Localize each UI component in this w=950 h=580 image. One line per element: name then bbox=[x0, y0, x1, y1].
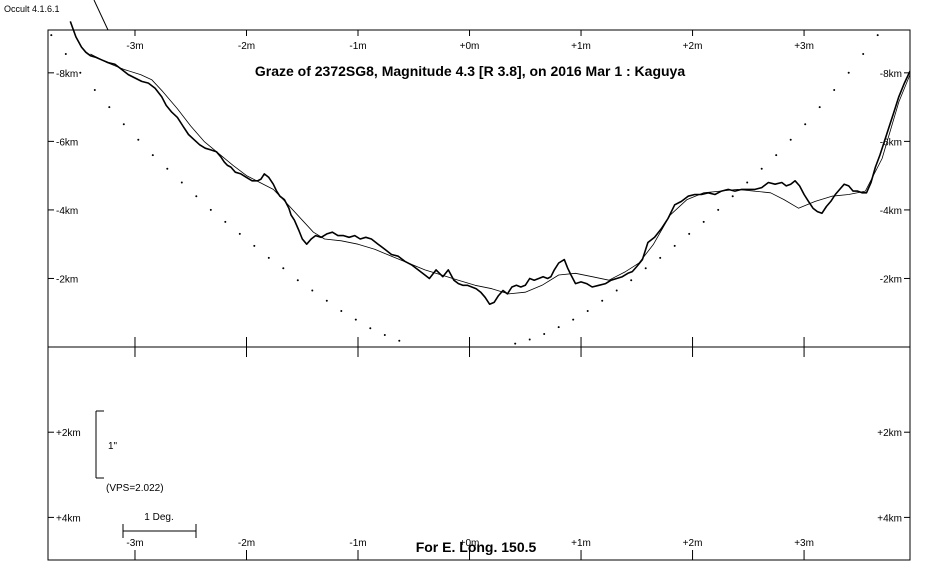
limb-dot bbox=[514, 342, 517, 345]
limb-dot bbox=[64, 53, 67, 55]
x-tick-label-bottom: +1m bbox=[571, 538, 591, 549]
x-tick-label-bottom: -2m bbox=[238, 538, 255, 549]
limb-dot bbox=[833, 89, 836, 91]
software-version-label: Occult 4.1.6.1 bbox=[4, 4, 60, 14]
y-tick-label-left: -2km bbox=[56, 274, 78, 285]
limb-dot bbox=[296, 279, 299, 282]
x-tick-label-bottom: +0m bbox=[460, 538, 480, 549]
limb-dot bbox=[615, 289, 618, 292]
y-tick-label-left: -8km bbox=[56, 69, 78, 80]
limb-dot bbox=[282, 267, 285, 270]
axes-group: -3m -3m -2m -2m -1m -1m +0m +0m +1m +1m +2m +2m +3m +… bbox=[48, 30, 910, 560]
limb-dot bbox=[354, 318, 357, 321]
chart-frame bbox=[47, 29, 911, 561]
limb-dot bbox=[50, 34, 53, 37]
limb-dot bbox=[775, 154, 778, 157]
limb-dot bbox=[340, 310, 343, 312]
y-tick-label-right-lower: +4km bbox=[877, 513, 902, 524]
y-tick-label-left: -6km bbox=[56, 137, 78, 148]
x-tick-label-top: +1m bbox=[571, 41, 591, 52]
x-tick-label-bottom: -1m bbox=[349, 538, 366, 549]
limb-dot bbox=[238, 232, 241, 235]
limb-dot bbox=[398, 339, 401, 342]
limb-dot bbox=[369, 327, 372, 330]
x-tick-label-top: -1m bbox=[349, 41, 366, 52]
x-tick-label-top: +2m bbox=[683, 41, 703, 52]
y-tick-label-right: -8km bbox=[880, 69, 902, 80]
limb-dot bbox=[702, 220, 705, 223]
limb-dot bbox=[731, 195, 734, 198]
scale-bar-label: 1" bbox=[108, 441, 118, 452]
limb-dot bbox=[876, 34, 879, 37]
limb-dot bbox=[572, 318, 575, 321]
y-tick-label-right: -6km bbox=[880, 137, 902, 148]
limb-dot bbox=[311, 289, 314, 292]
limb-dot bbox=[630, 279, 633, 282]
limb-dot bbox=[180, 181, 183, 184]
series-layer bbox=[50, 21, 910, 345]
x-tick-label-bottom: +3m bbox=[794, 538, 814, 549]
limb-dot bbox=[209, 208, 212, 211]
limb-dot bbox=[557, 326, 560, 329]
limb-dot bbox=[224, 220, 227, 223]
x-tick-label-top: +0m bbox=[460, 41, 480, 52]
limb-dot bbox=[151, 154, 154, 157]
limb-dot bbox=[528, 338, 531, 341]
y-tick-label-right-lower: +2km bbox=[877, 428, 902, 439]
y-tick-label-left-lower: +4km bbox=[56, 513, 81, 524]
limb-dot bbox=[383, 334, 386, 336]
vps-label: (VPS=2.022) bbox=[106, 483, 164, 494]
limb-dot bbox=[79, 71, 82, 74]
limb-dot bbox=[659, 256, 662, 259]
limb-dot bbox=[253, 244, 256, 247]
leader-line bbox=[93, 0, 109, 31]
limb-dot bbox=[862, 53, 865, 55]
limb-dot bbox=[137, 138, 140, 141]
y-tick-label-right: -4km bbox=[880, 206, 902, 217]
limb-dot bbox=[267, 256, 270, 259]
limb-dot bbox=[746, 181, 749, 184]
limb-dot bbox=[673, 244, 676, 247]
x-tick-label-bottom: +2m bbox=[683, 538, 703, 549]
y-tick-label-left: -4km bbox=[56, 206, 78, 217]
chart-title: Graze of 2372SG8, Magnitude 4.3 [R 3.8],… bbox=[255, 63, 685, 79]
limb-dot bbox=[688, 232, 691, 235]
overlay-group: 1" (VPS=2.022) 1 Deg. bbox=[93, 0, 197, 538]
limb-dot bbox=[644, 267, 647, 270]
limb-dot bbox=[601, 299, 604, 302]
x-tick-label-top: -3m bbox=[126, 41, 143, 52]
limb-dot bbox=[166, 167, 169, 170]
x-tick-label-top: -2m bbox=[238, 41, 255, 52]
kaguya-profile-line bbox=[69, 21, 910, 306]
degree-scale-label: 1 Deg. bbox=[144, 512, 173, 523]
limb-dot bbox=[847, 71, 850, 74]
longitude-footer: For E. Long. 150.5 bbox=[416, 539, 537, 555]
x-tick-label-bottom: -3m bbox=[126, 538, 143, 549]
limb-dot bbox=[586, 310, 589, 312]
plot-border bbox=[47, 29, 911, 561]
limb-dot bbox=[325, 299, 328, 302]
limb-dot bbox=[818, 106, 821, 109]
y-tick-label-right: -2km bbox=[880, 274, 902, 285]
limb-dot bbox=[108, 106, 111, 109]
limb-dot bbox=[543, 333, 546, 335]
smoothed-profile-line bbox=[90, 53, 910, 295]
limb-dot bbox=[93, 89, 96, 91]
limb-dot bbox=[717, 208, 720, 211]
limb-dot bbox=[760, 167, 763, 170]
limb-dot bbox=[804, 123, 807, 126]
limb-dot bbox=[789, 138, 792, 141]
limb-dot bbox=[195, 195, 198, 198]
y-tick-label-left-lower: +2km bbox=[56, 428, 81, 439]
limb-dot bbox=[122, 123, 125, 126]
x-tick-label-top: +3m bbox=[794, 41, 814, 52]
